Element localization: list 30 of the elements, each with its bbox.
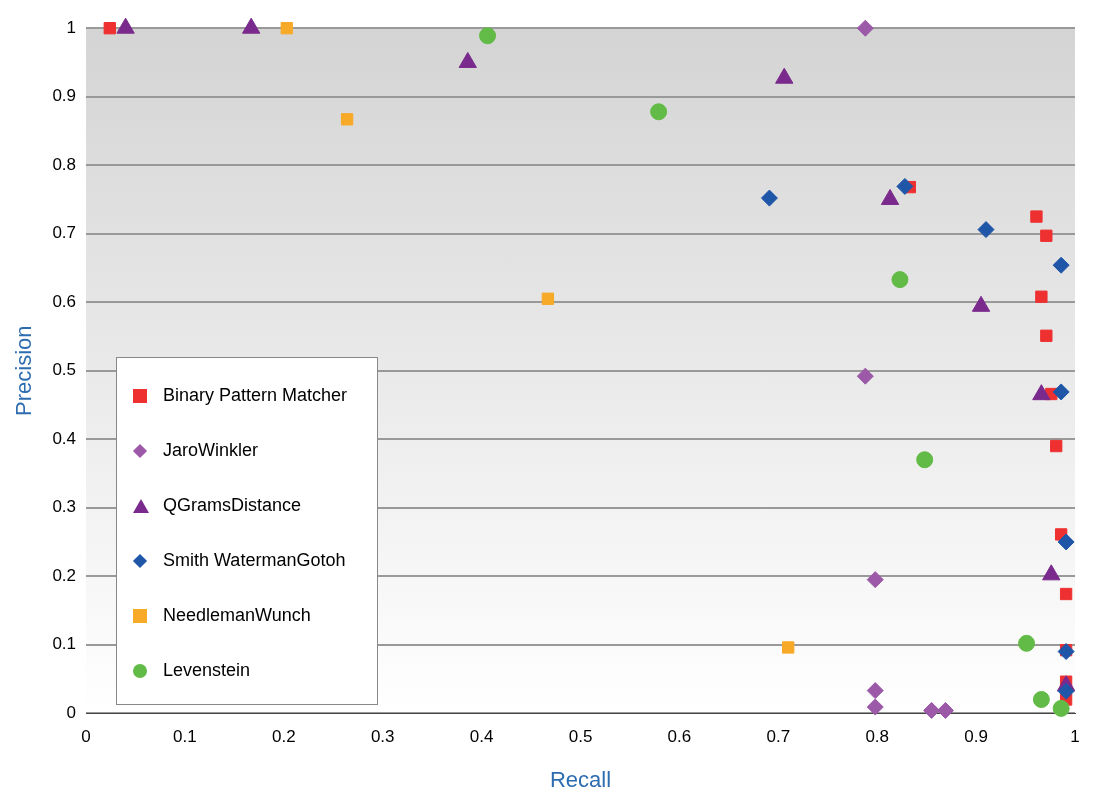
x-tick-label: 1: [1070, 727, 1080, 747]
x-tick-label: 0.8: [865, 727, 890, 747]
legend-label: QGramsDistance: [163, 495, 302, 516]
legend-label: Binary Pattern Matcher: [163, 385, 348, 406]
y-axis-title: Precision: [11, 325, 37, 416]
x-tick-label: 0.4: [469, 727, 494, 747]
x-tick-label: 0.2: [272, 727, 296, 747]
legend-label: JaroWinkler: [163, 440, 259, 461]
y-tick-label: 0.8: [52, 154, 77, 174]
y-tick-label: 0.1: [52, 634, 77, 654]
legend-label: NeedlemanWunch: [163, 605, 311, 626]
y-tick-label: 0.2: [52, 565, 77, 585]
x-axis-title: Recall: [549, 766, 612, 792]
y-tick-label: 0.7: [52, 223, 77, 243]
y-tick-label: 0.3: [52, 497, 77, 517]
x-tick-label: 0.6: [667, 727, 692, 747]
y-tick-label: 0.4: [52, 428, 77, 448]
y-tick-label: 0.6: [52, 291, 77, 311]
x-tick-label: 0.3: [370, 727, 395, 747]
y-tick-label: 1: [66, 17, 77, 37]
legend-label: Levenstein: [163, 660, 251, 681]
x-tick-label: 0.1: [173, 727, 197, 747]
x-tick-label: 0.9: [964, 727, 988, 747]
y-tick-label: 0.9: [52, 86, 77, 106]
x-tick-label: 0.5: [568, 727, 593, 747]
y-tick-label: 0: [66, 702, 77, 722]
x-tick-label: 0.7: [766, 727, 791, 747]
y-tick-label: 0.5: [52, 360, 77, 380]
legend-label: Smith WatermanGotoh: [163, 550, 346, 571]
x-tick-label: 0: [81, 727, 91, 747]
